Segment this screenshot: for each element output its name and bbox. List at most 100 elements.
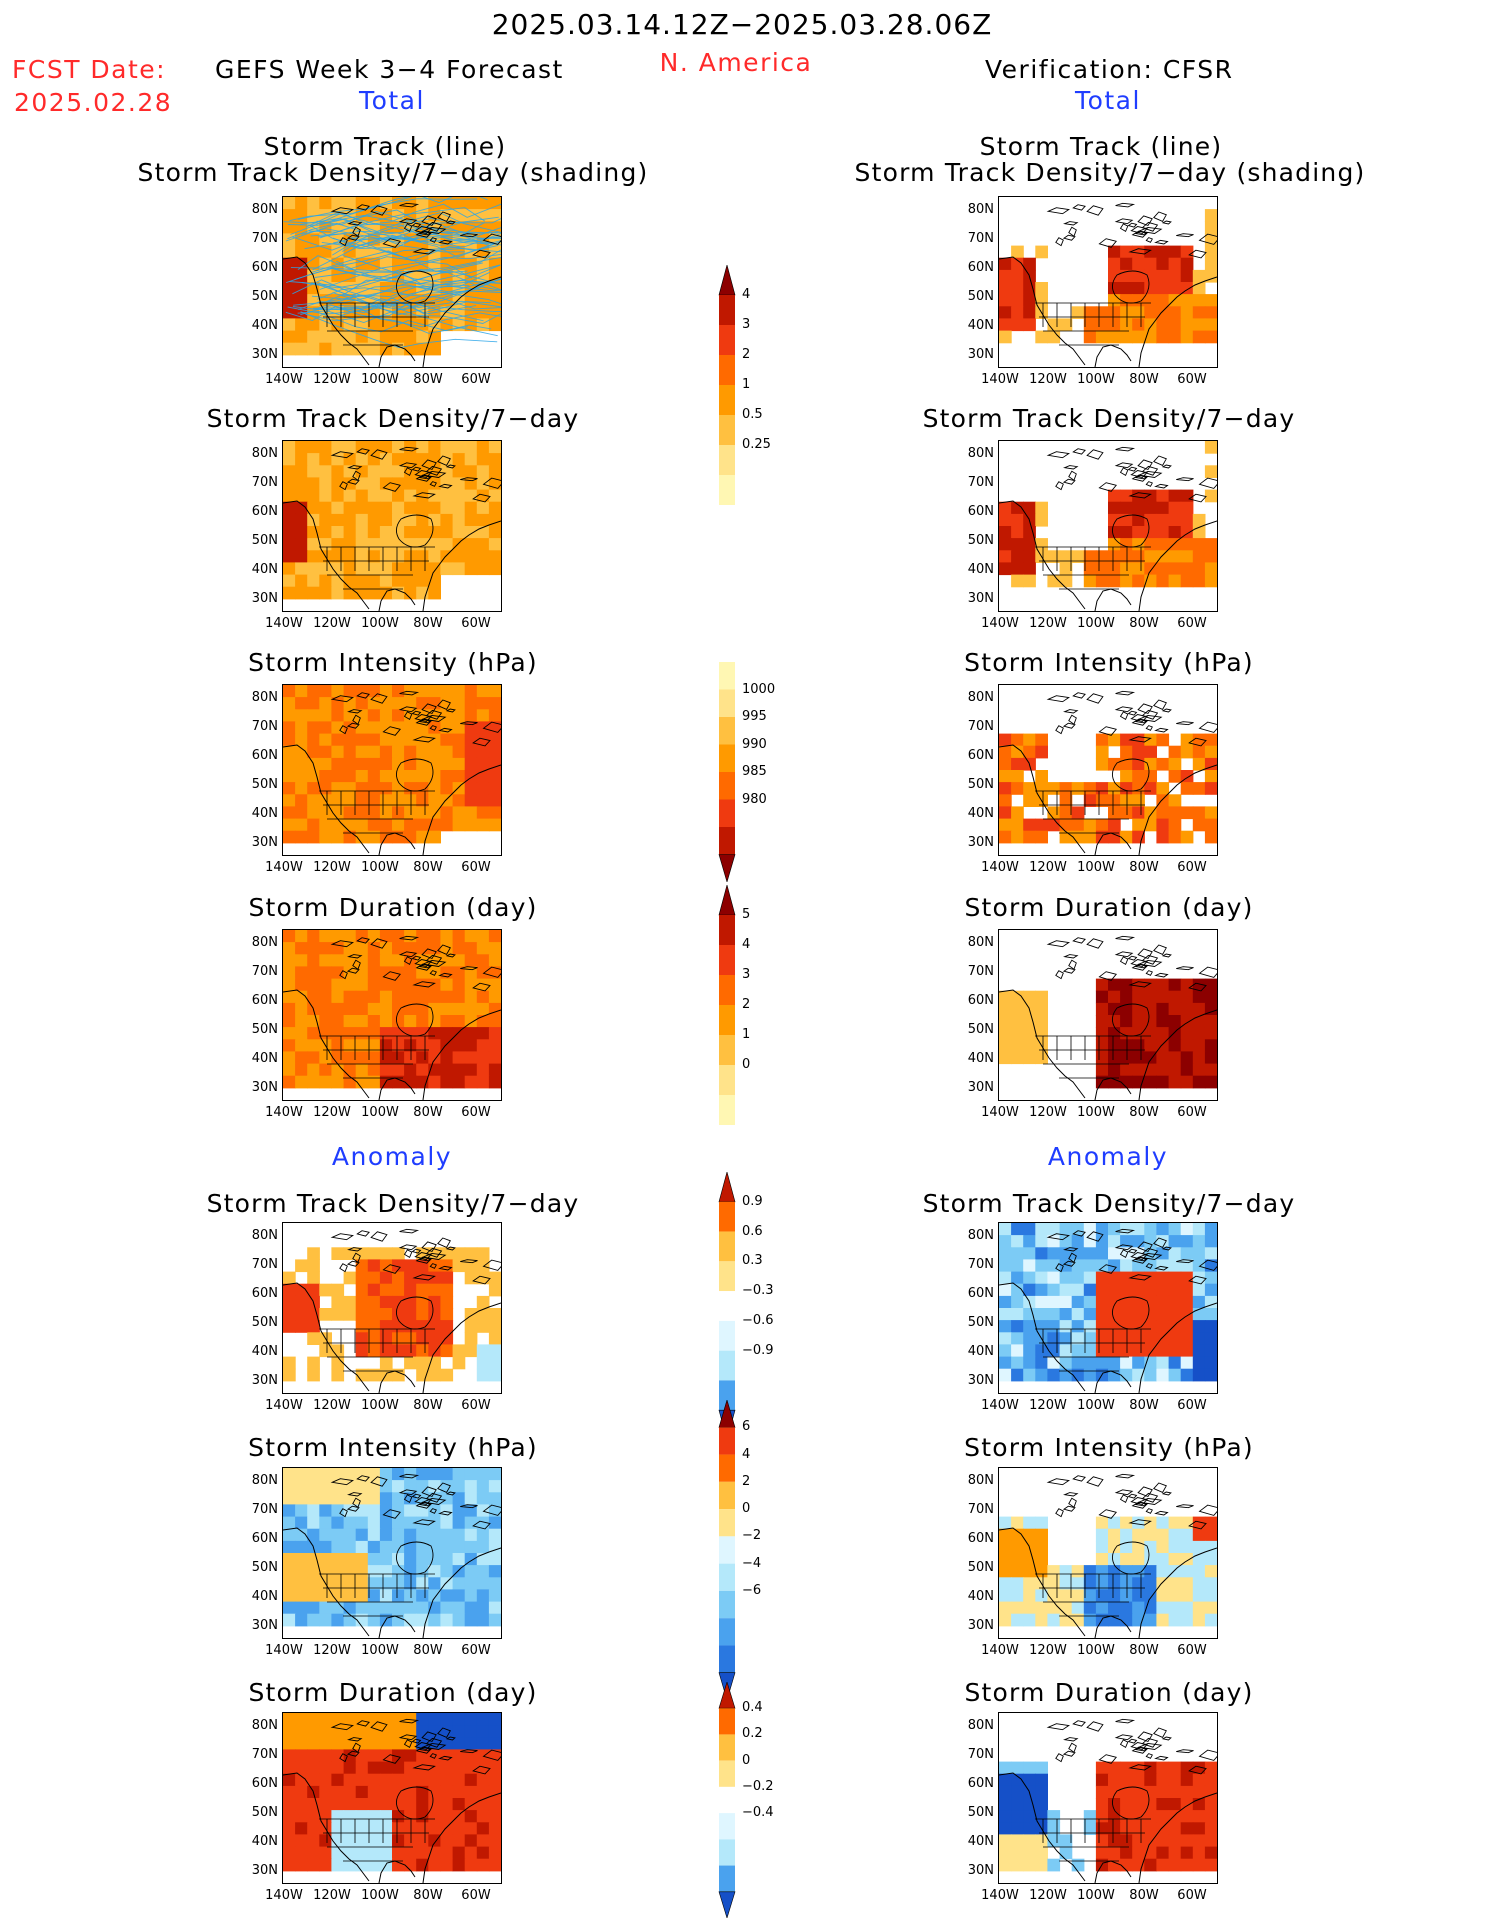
lat-tick-label: 70N — [251, 1502, 278, 1517]
colorbar-tick-label: 0.5 — [742, 407, 763, 422]
lat-tick-label: 50N — [967, 1315, 994, 1330]
lon-tick-label: 60W — [461, 1888, 491, 1903]
colorbar-tick-label: 995 — [742, 709, 767, 724]
lon-tick-label: 100W — [361, 1643, 399, 1658]
lat-tick-label: 80N — [251, 935, 278, 950]
anomaly-label-right: Anomaly — [1047, 1142, 1169, 1171]
lon-tick-label: 100W — [1077, 1643, 1115, 1658]
lat-tick-label: 40N — [251, 806, 278, 821]
lon-tick-label: 80W — [413, 1105, 443, 1120]
lat-tick-label: 60N — [967, 993, 994, 1008]
lat-tick-label: 70N — [967, 1747, 994, 1762]
lon-tick-label: 140W — [981, 1105, 1019, 1120]
lon-tick-label: 120W — [313, 1643, 351, 1658]
colorbar-tick-label: 1000 — [742, 681, 776, 697]
colorbar-tick-label: −0.4 — [742, 1805, 774, 1821]
lat-tick-label: 50N — [967, 289, 994, 304]
colorbar-tick-label: −0.9 — [742, 1342, 774, 1358]
lat-tick-label: 80N — [251, 202, 278, 217]
lat-tick-label: 60N — [251, 1286, 278, 1301]
map-density-anomaly-verification — [998, 1222, 1218, 1394]
lat-tick-label: 30N — [967, 835, 994, 850]
panel-title-track-shading-left: Storm Track Density/7−day (shading) — [137, 158, 649, 187]
lon-tick-label: 60W — [1177, 1643, 1207, 1658]
panel-title-duration-right: Storm Duration (day) — [964, 893, 1254, 922]
lon-tick-label: 60W — [1177, 372, 1207, 387]
lon-tick-label: 140W — [981, 616, 1019, 631]
lat-tick-label: 60N — [251, 504, 278, 519]
lat-tick-label: 60N — [251, 993, 278, 1008]
colorbar-tick-label: 6 — [742, 1419, 751, 1435]
colorbar-tick-label: −0.3 — [742, 1283, 774, 1299]
lat-tick-label: 70N — [967, 1502, 994, 1517]
lat-tick-label: 40N — [967, 1051, 994, 1066]
lat-tick-label: 70N — [967, 1257, 994, 1272]
lat-tick-label: 40N — [251, 318, 278, 333]
map-duration-anomaly-forecast — [282, 1712, 502, 1884]
lat-tick-label: 70N — [967, 231, 994, 246]
lat-tick-label: 60N — [251, 1776, 278, 1791]
lat-tick-label: 70N — [251, 719, 278, 734]
colorbar-tick-label: −0.6 — [742, 1312, 774, 1328]
lon-tick-label: 100W — [361, 616, 399, 631]
map-intensity-verification — [998, 684, 1218, 856]
lon-tick-label: 140W — [265, 1105, 303, 1120]
lat-tick-label: 40N — [251, 1344, 278, 1359]
colorbar-tick-label: 2 — [742, 1473, 751, 1489]
lat-tick-label: 30N — [967, 347, 994, 362]
lon-tick-label: 120W — [313, 372, 351, 387]
lat-tick-label: 80N — [251, 1473, 278, 1488]
colorbar-tick-label: 2 — [742, 997, 751, 1012]
lat-tick-label: 50N — [251, 1805, 278, 1820]
lat-tick-label: 30N — [967, 1618, 994, 1633]
model-title: GEFS Week 3−4 Forecast — [215, 55, 564, 84]
colorbar-tick-label: 985 — [742, 764, 767, 779]
colorbar-tick-label: −2 — [742, 1528, 762, 1544]
lat-tick-label: 30N — [967, 1080, 994, 1095]
lat-tick-label: 80N — [967, 690, 994, 705]
colorbar-density-total — [718, 263, 736, 509]
lon-tick-label: 120W — [1029, 616, 1067, 631]
lat-tick-label: 70N — [967, 964, 994, 979]
lon-tick-label: 60W — [461, 1398, 491, 1413]
lon-tick-label: 120W — [1029, 1643, 1067, 1658]
panel-title-intensity-anom-right: Storm Intensity (hPa) — [964, 1433, 1254, 1462]
lon-tick-label: 80W — [1129, 616, 1159, 631]
lon-tick-label: 120W — [313, 1105, 351, 1120]
lon-tick-label: 140W — [981, 1398, 1019, 1413]
lon-tick-label: 80W — [1129, 1643, 1159, 1658]
lon-tick-label: 100W — [361, 860, 399, 875]
lat-tick-label: 70N — [967, 475, 994, 490]
lat-tick-label: 50N — [251, 1315, 278, 1330]
panel-title-density-left: Storm Track Density/7−day — [206, 404, 580, 433]
lon-tick-label: 80W — [413, 372, 443, 387]
panel-title-density-right: Storm Track Density/7−day — [922, 404, 1296, 433]
colorbar-intensity-anomaly — [718, 1398, 736, 1704]
lat-tick-label: 60N — [967, 260, 994, 275]
lat-tick-label: 50N — [967, 1805, 994, 1820]
lon-tick-label: 60W — [461, 1643, 491, 1658]
lon-tick-label: 60W — [461, 616, 491, 631]
lon-tick-label: 100W — [1077, 372, 1115, 387]
colorbar-tick-label: 0.25 — [742, 437, 771, 452]
lat-tick-label: 40N — [967, 562, 994, 577]
anomaly-label-left: Anomaly — [331, 1142, 453, 1171]
map-duration-verification — [998, 929, 1218, 1101]
panel-title-track-shading-right: Storm Track Density/7−day (shading) — [854, 158, 1366, 187]
lat-tick-label: 80N — [967, 1473, 994, 1488]
colorbar-tick-label: 3 — [742, 967, 751, 982]
lon-tick-label: 60W — [1177, 1888, 1207, 1903]
lon-tick-label: 120W — [313, 1888, 351, 1903]
colorbar-tick-label: 3 — [742, 317, 751, 332]
fcst-date-label: FCST Date: — [12, 55, 167, 84]
lat-tick-label: 50N — [251, 533, 278, 548]
map-intensity-anomaly-verification — [998, 1467, 1218, 1639]
colorbar-tick-label: 4 — [742, 287, 751, 302]
lon-tick-label: 120W — [313, 1398, 351, 1413]
lat-tick-label: 60N — [967, 748, 994, 763]
panel-title-duration-anom-right: Storm Duration (day) — [964, 1678, 1254, 1707]
colorbar-tick-label: 0.2 — [742, 1726, 763, 1742]
lat-tick-label: 30N — [251, 1080, 278, 1095]
lon-tick-label: 100W — [1077, 1105, 1115, 1120]
lon-tick-label: 140W — [265, 616, 303, 631]
